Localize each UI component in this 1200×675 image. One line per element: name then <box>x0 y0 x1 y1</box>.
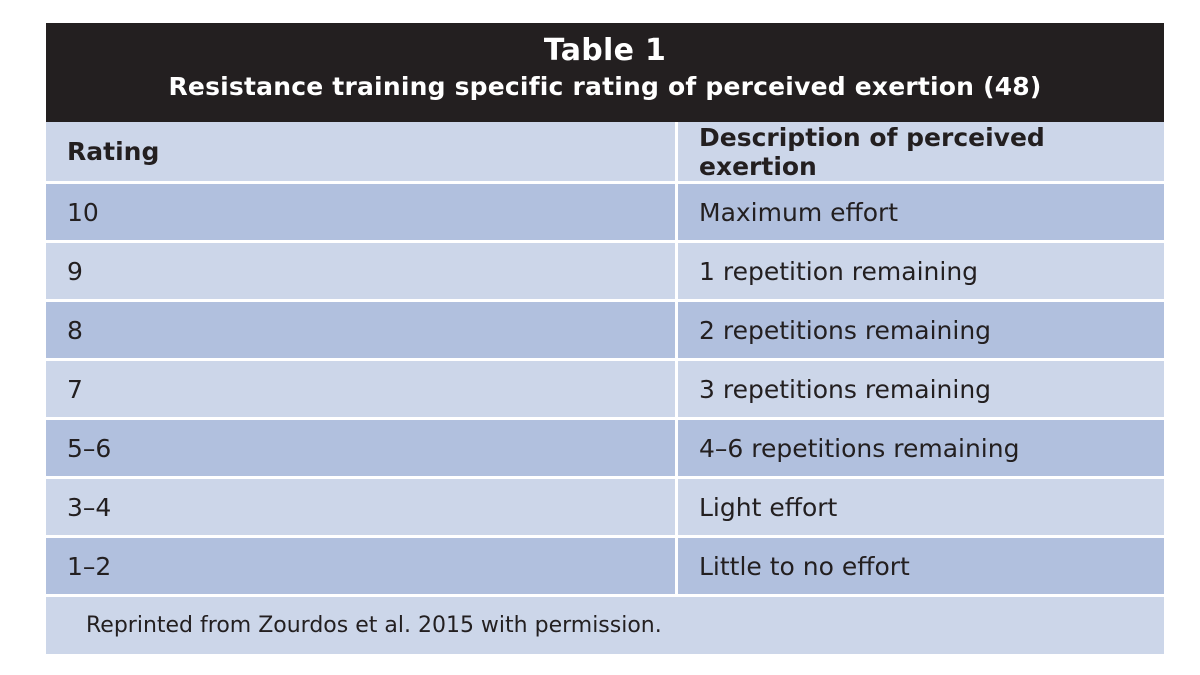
table-row: 9 1 repetition remaining <box>46 243 1164 302</box>
rating-cell: 5–6 <box>46 420 678 479</box>
description-cell: 3 repetitions remaining <box>678 361 1164 420</box>
table-title: Table 1 <box>543 33 667 68</box>
rating-cell: 9 <box>46 243 678 302</box>
description-cell: 2 repetitions remaining <box>678 302 1164 361</box>
table-row: 7 3 repetitions remaining <box>46 361 1164 420</box>
table-row: 10 Maximum effort <box>46 184 1164 243</box>
rpe-table: Table 1 Resistance training specific rat… <box>46 23 1164 654</box>
table-subtitle: Resistance training specific rating of p… <box>168 72 1042 101</box>
description-cell: Little to no effort <box>678 538 1164 597</box>
rating-cell: 3–4 <box>46 479 678 538</box>
table-row: 1–2 Little to no effort <box>46 538 1164 597</box>
table-row: 5–6 4–6 repetitions remaining <box>46 420 1164 479</box>
column-header-description: Description of perceived exertion <box>678 122 1164 184</box>
table-row: 8 2 repetitions remaining <box>46 302 1164 361</box>
description-cell: Maximum effort <box>678 184 1164 243</box>
column-header-rating: Rating <box>46 122 678 184</box>
rating-cell: 10 <box>46 184 678 243</box>
rating-cell: 7 <box>46 361 678 420</box>
table-footnote: Reprinted from Zourdos et al. 2015 with … <box>46 597 1164 654</box>
table-header-row: Rating Description of perceived exertion <box>46 122 1164 184</box>
table-row: 3–4 Light effort <box>46 479 1164 538</box>
description-cell: 1 repetition remaining <box>678 243 1164 302</box>
description-cell: Light effort <box>678 479 1164 538</box>
rating-cell: 8 <box>46 302 678 361</box>
table-caption: Table 1 Resistance training specific rat… <box>46 23 1164 122</box>
rating-cell: 1–2 <box>46 538 678 597</box>
description-cell: 4–6 repetitions remaining <box>678 420 1164 479</box>
